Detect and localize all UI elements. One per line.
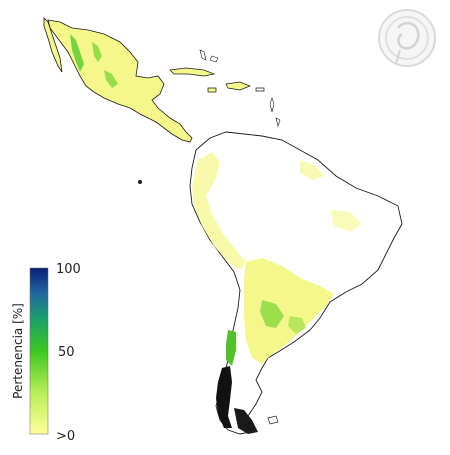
legend-tick-mid: 50	[58, 345, 75, 360]
legend-title: Pertenencia [%]	[11, 303, 25, 399]
south-america	[189, 131, 403, 435]
legend-colorbar	[29, 267, 49, 435]
legend: Pertenencia [%] 100 50 >0	[11, 262, 81, 444]
legend-tick-min: >0	[56, 429, 75, 444]
mexico-central-america	[43, 17, 193, 143]
caribbean-islands	[138, 49, 281, 184]
institution-seal-icon	[378, 9, 436, 67]
legend-tick-max: 100	[56, 262, 81, 277]
